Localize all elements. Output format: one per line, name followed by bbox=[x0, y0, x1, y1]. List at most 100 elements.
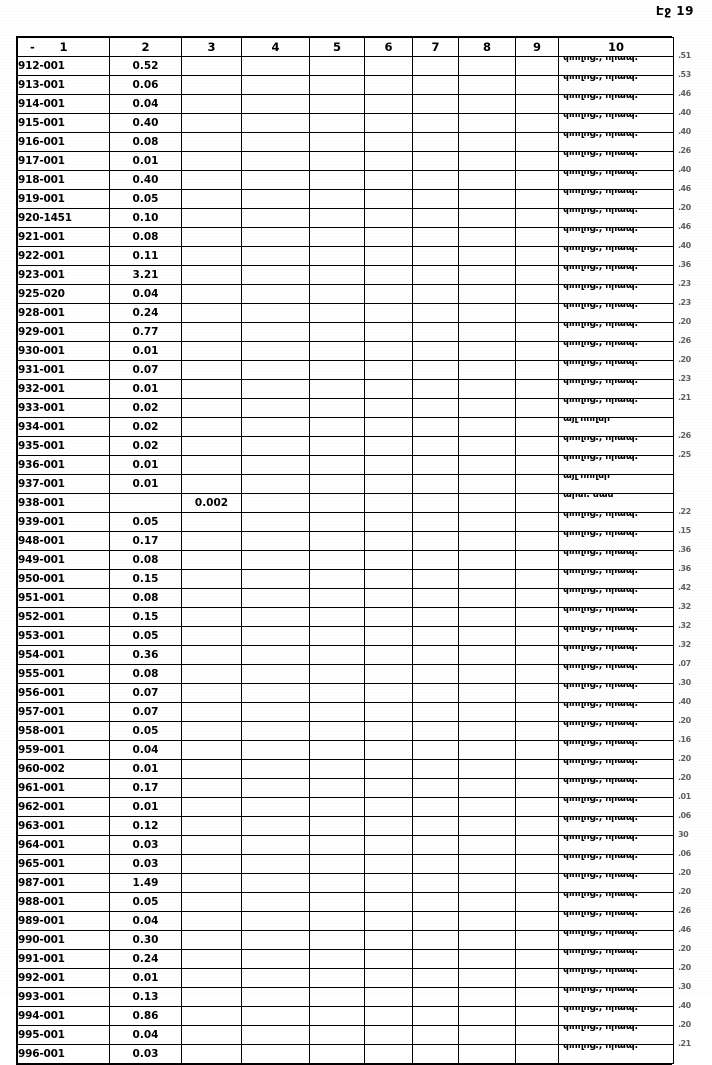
land-type-text: փողոց., հրապ. bbox=[563, 1006, 638, 1014]
cell-area-col3 bbox=[181, 151, 242, 171]
margin-digit: .23 bbox=[678, 298, 691, 307]
cell-area-col3 bbox=[181, 588, 242, 608]
cell-empty-col5 bbox=[309, 645, 365, 665]
table-row: 991-001 0.24 փողոց., հրապ. bbox=[17, 949, 674, 969]
table-row: 954-001 0.36 փողոց., հրապ. bbox=[17, 645, 674, 665]
cell-parcel-code: 913-001 bbox=[17, 75, 110, 95]
cell-land-type-note: այլ հողեր bbox=[558, 417, 674, 437]
cell-empty-col5 bbox=[309, 341, 365, 361]
margin-digit: .36 bbox=[678, 260, 691, 269]
table-row: 913-001 0.06 փողոց., հրապ. bbox=[17, 75, 674, 95]
cell-empty-col4 bbox=[241, 626, 310, 646]
cell-empty-col9 bbox=[515, 759, 559, 779]
cell-empty-col7 bbox=[412, 607, 459, 627]
cell-empty-col5 bbox=[309, 930, 365, 950]
cell-area-col2: 0.11 bbox=[109, 246, 182, 266]
cell-empty-col4 bbox=[241, 455, 310, 475]
table-row: 912-001 0.52 փողոց., հրապ. bbox=[17, 56, 674, 76]
margin-digit: .32 bbox=[678, 602, 691, 611]
column-header-7: 7 bbox=[412, 37, 459, 57]
cell-empty-col8 bbox=[458, 531, 516, 551]
cell-empty-col6 bbox=[364, 360, 413, 380]
table-row: 960-002 0.01 փողոց., հրապ. bbox=[17, 759, 674, 779]
cell-area-col2: 0.40 bbox=[109, 113, 182, 133]
cell-land-type-note: փողոց., հրապ. bbox=[558, 246, 674, 266]
cell-land-type-note: փողոց., հրապ. bbox=[558, 303, 674, 323]
cell-parcel-code: 957-001 bbox=[17, 702, 110, 722]
cell-empty-col9 bbox=[515, 740, 559, 760]
cell-empty-col5 bbox=[309, 189, 365, 209]
cell-area-col3 bbox=[181, 531, 242, 551]
cell-empty-col7 bbox=[412, 360, 459, 380]
cell-area-col3 bbox=[181, 930, 242, 950]
cell-empty-col9 bbox=[515, 949, 559, 969]
cell-empty-col9 bbox=[515, 569, 559, 589]
cell-empty-col7 bbox=[412, 740, 459, 760]
cell-land-type-note: փողոց., հրապ. bbox=[558, 683, 674, 703]
cell-empty-col6 bbox=[364, 531, 413, 551]
cell-parcel-code: 991-001 bbox=[17, 949, 110, 969]
margin-digit: .40 bbox=[678, 241, 691, 250]
cell-area-col2 bbox=[109, 493, 182, 513]
cell-empty-col7 bbox=[412, 265, 459, 285]
table-row: 923-001 3.21 փողոց., հրապ. bbox=[17, 265, 674, 285]
margin-digit: .46 bbox=[678, 925, 691, 934]
table-row: 930-001 0.01 փողոց., հրապ. bbox=[17, 341, 674, 361]
cell-area-col3 bbox=[181, 664, 242, 684]
cell-parcel-code: 955-001 bbox=[17, 664, 110, 684]
cell-area-col2: 0.08 bbox=[109, 132, 182, 152]
table-row: 992-001 0.01 փողոց., հրապ. bbox=[17, 968, 674, 988]
cell-empty-col9 bbox=[515, 94, 559, 114]
cell-land-type-note: փողոց., հրապ. bbox=[558, 930, 674, 950]
cell-empty-col6 bbox=[364, 607, 413, 627]
cell-empty-col5 bbox=[309, 607, 365, 627]
cell-land-type-note: փողոց., հրապ. bbox=[558, 1025, 674, 1045]
cell-empty-col6 bbox=[364, 816, 413, 836]
cell-land-type-note: փողոց., հրապ. bbox=[558, 664, 674, 684]
cell-empty-col6 bbox=[364, 740, 413, 760]
cell-empty-col4 bbox=[241, 227, 310, 247]
cell-empty-col6 bbox=[364, 379, 413, 399]
cell-land-type-note: փողոց., հրապ. bbox=[558, 151, 674, 171]
land-type-text: արտ. ճան bbox=[563, 493, 614, 501]
table-row: 929-001 0.77 փողոց., հրապ. bbox=[17, 322, 674, 342]
cell-empty-col8 bbox=[458, 664, 516, 684]
cell-empty-col6 bbox=[364, 322, 413, 342]
cell-empty-col8 bbox=[458, 911, 516, 931]
land-type-text: փողոց., հրապ. bbox=[563, 721, 638, 729]
land-type-text: փողոց., հրապ. bbox=[563, 759, 638, 767]
cell-empty-col6 bbox=[364, 493, 413, 513]
land-type-text: փողոց., հրապ. bbox=[563, 702, 638, 710]
cell-empty-col8 bbox=[458, 550, 516, 570]
cell-empty-col8 bbox=[458, 797, 516, 817]
cell-area-col3 bbox=[181, 227, 242, 247]
cell-area-col2: 0.10 bbox=[109, 208, 182, 228]
cell-land-type-note: փողոց., հրապ. bbox=[558, 550, 674, 570]
cell-empty-col9 bbox=[515, 455, 559, 475]
land-type-text: փողոց., հրապ. bbox=[563, 227, 638, 235]
cell-empty-col9 bbox=[515, 379, 559, 399]
cell-empty-col5 bbox=[309, 721, 365, 741]
cell-empty-col4 bbox=[241, 56, 310, 76]
cell-empty-col9 bbox=[515, 417, 559, 437]
cell-area-col3: 0.002 bbox=[181, 493, 242, 513]
cell-empty-col6 bbox=[364, 949, 413, 969]
cell-parcel-code: 938-001 bbox=[17, 493, 110, 513]
cell-empty-col6 bbox=[364, 987, 413, 1007]
cell-empty-col9 bbox=[515, 721, 559, 741]
cell-empty-col4 bbox=[241, 189, 310, 209]
table-row: 932-001 0.01 փողոց., հրապ. bbox=[17, 379, 674, 399]
cell-land-type-note: փողոց., հրապ. bbox=[558, 949, 674, 969]
cell-empty-col6 bbox=[364, 284, 413, 304]
cell-empty-col7 bbox=[412, 113, 459, 133]
cell-area-col2: 0.17 bbox=[109, 531, 182, 551]
land-type-text: փողոց., հրապ. bbox=[563, 75, 638, 83]
cell-area-col2: 0.30 bbox=[109, 930, 182, 950]
cell-empty-col8 bbox=[458, 75, 516, 95]
cell-parcel-code: 920-1451 bbox=[17, 208, 110, 228]
cell-empty-col9 bbox=[515, 493, 559, 513]
cell-empty-col7 bbox=[412, 1025, 459, 1045]
cell-empty-col5 bbox=[309, 873, 365, 893]
margin-digit: .46 bbox=[678, 89, 691, 98]
cell-empty-col7 bbox=[412, 322, 459, 342]
